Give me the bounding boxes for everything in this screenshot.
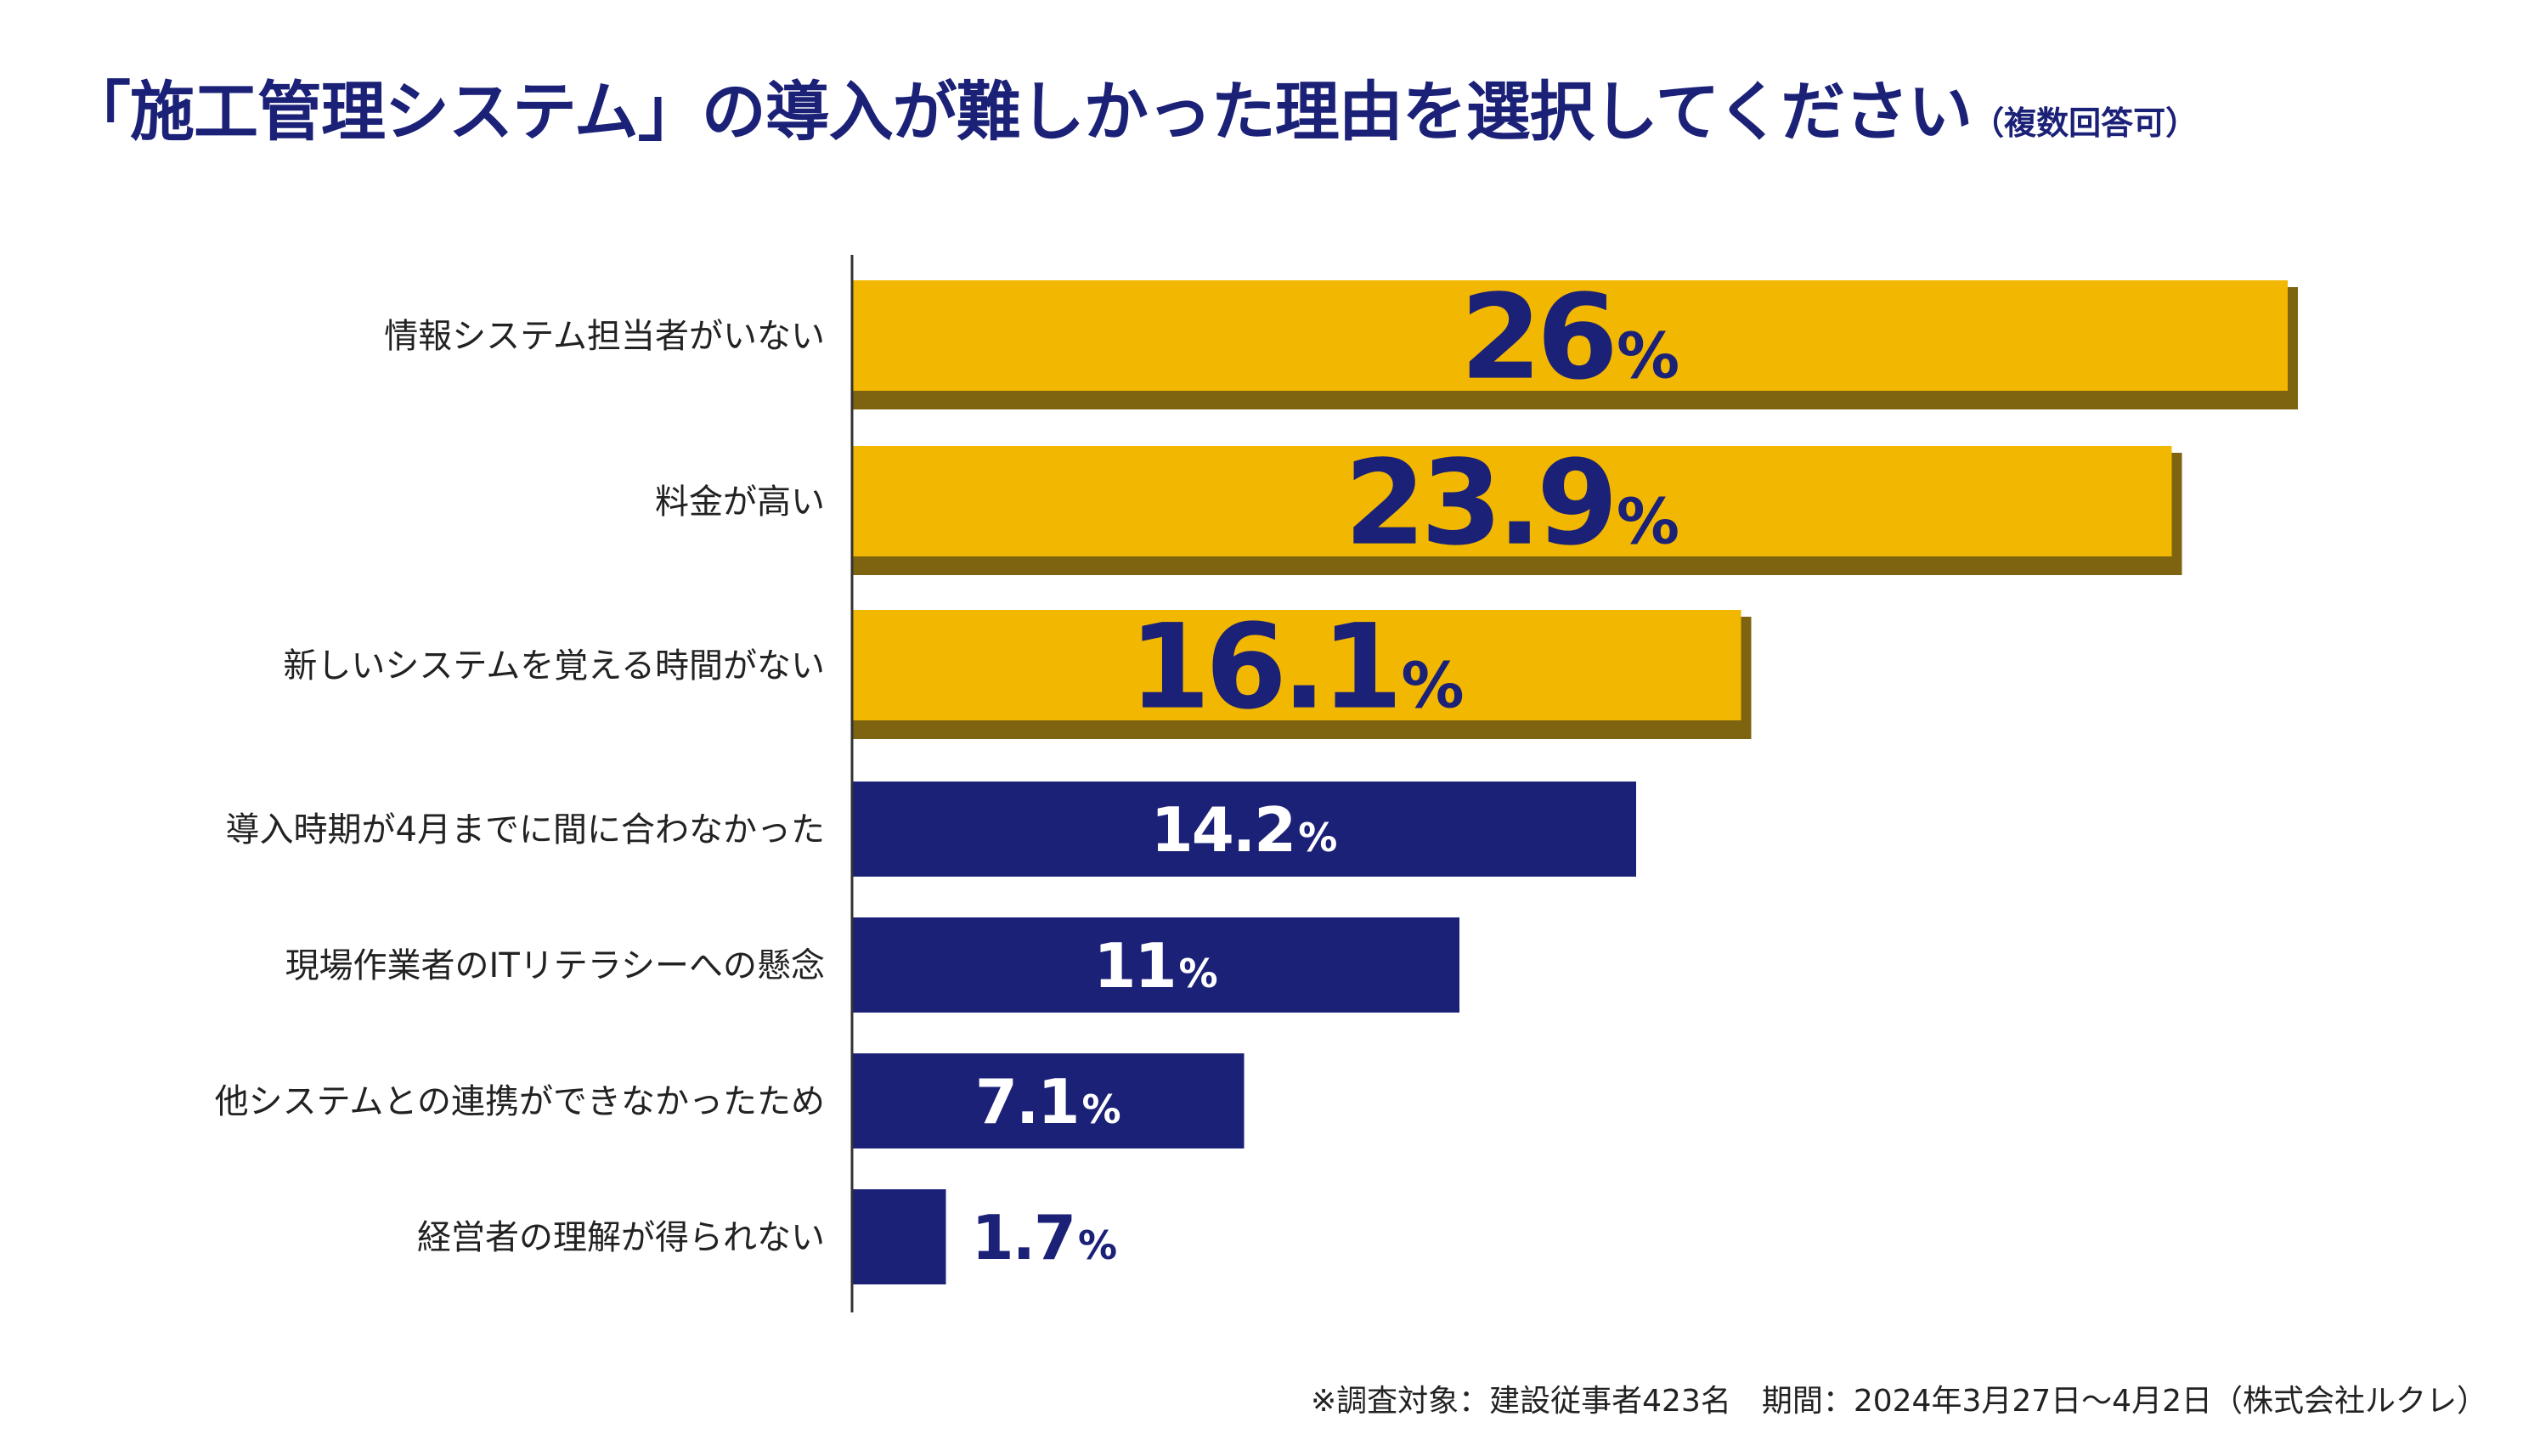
value-unit: % — [1179, 951, 1218, 996]
bar — [852, 446, 2172, 556]
value-number: 7.1 — [975, 1066, 1079, 1137]
chart-title-main: 「施工管理システム」の導入が難しかった理由を選択してください — [66, 74, 1973, 150]
bar-shadow-side — [2288, 287, 2298, 409]
category-label: 現場作業者のITリテラシーへの懸念 — [285, 946, 825, 985]
survey-footnote: ※調査対象：建設従事者423名 期間：2024年3月27日〜4月2日（株式会社ル… — [1310, 1384, 2487, 1419]
bar-shadow-side — [1741, 617, 1752, 739]
chart-title-note: （複数回答可） — [1972, 104, 2199, 142]
value-label: 23.9% — [1344, 435, 1679, 572]
value-unit: % — [1617, 320, 1679, 393]
bar — [852, 782, 1636, 877]
value-number: 11 — [1093, 930, 1175, 1002]
value-unit: % — [1081, 1086, 1120, 1132]
value-unit: % — [1401, 650, 1464, 723]
category-label: 導入時期が4月までに間に合わなかった — [226, 810, 825, 849]
value-label: 1.7% — [972, 1202, 1118, 1273]
value-unit: % — [1078, 1222, 1117, 1268]
bar — [852, 610, 1741, 720]
category-label: 他システムとの連携ができなかったため — [215, 1082, 825, 1121]
value-number: 14.2 — [1151, 794, 1295, 866]
value-label: 7.1% — [975, 1066, 1121, 1137]
bar-shadow-side — [2171, 453, 2182, 575]
bar — [852, 280, 2288, 391]
value-unit: % — [1617, 486, 1679, 559]
value-label: 16.1% — [1129, 599, 1465, 736]
value-label: 14.2% — [1151, 794, 1338, 866]
bar-shadow — [852, 391, 2298, 409]
bar — [852, 1053, 1245, 1148]
category-label: 情報システム担当者がいない — [384, 317, 825, 356]
value-number: 26 — [1460, 269, 1613, 406]
value-number: 23.9 — [1344, 435, 1613, 572]
value-number: 1.7 — [972, 1202, 1075, 1273]
bar-shadow — [852, 720, 1752, 739]
category-label: 新しいシステムを覚える時間がない — [283, 646, 825, 686]
value-number: 16.1 — [1129, 599, 1398, 736]
category-label: 経営者の理解が得られない — [417, 1218, 825, 1257]
chart-title: 「施工管理システム」の導入が難しかった理由を選択してください（複数回答可） — [66, 59, 2496, 153]
value-label: 11% — [1093, 930, 1217, 1002]
category-label: 料金が高い — [655, 483, 825, 522]
value-label: 26% — [1460, 269, 1679, 406]
bar — [852, 1189, 946, 1284]
bar — [852, 917, 1459, 1013]
value-unit: % — [1298, 815, 1337, 861]
bar-shadow — [852, 556, 2182, 575]
